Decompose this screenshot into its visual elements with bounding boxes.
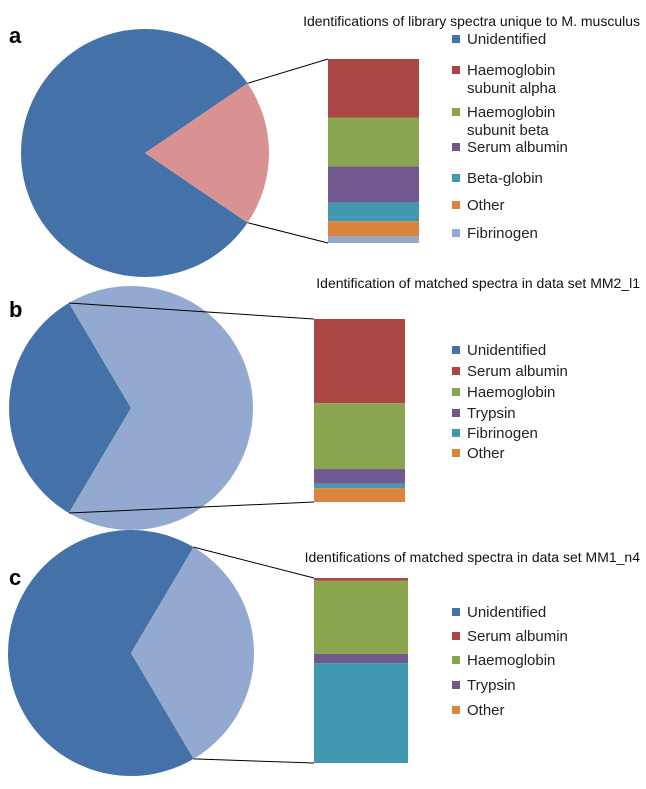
legend-label: Serum albumin [467,363,568,380]
bar-segment [328,236,419,243]
legend-label: Fibrinogen [467,425,538,442]
connector-line [68,501,315,514]
bar-segment [314,403,405,470]
pie-slice [9,302,131,514]
legend-label: subunit alpha [467,80,557,97]
legend-label: Serum albumin [467,139,568,156]
legend-label: Other [467,445,505,462]
legend-swatch [452,409,460,417]
legend-label: Beta-globin [467,170,543,187]
bar-segment [328,221,419,237]
connector-line [247,58,329,84]
bar-segment [328,166,419,203]
bar-segment [328,59,419,118]
bar-segment [314,469,405,484]
legend-label: Haemoglobin [467,62,555,79]
legend-label: Trypsin [467,677,516,694]
connector-line [68,302,315,320]
legend-swatch [452,429,460,437]
legend-label: Haemoglobin [467,652,555,669]
legend-swatch [452,706,460,714]
legend-label: Unidentified [467,31,546,48]
panel-a: a Identifications of library spectra uniq… [9,13,640,278]
legend-swatch [452,108,460,116]
legend-swatch [452,681,460,689]
legend-swatch [452,35,460,43]
pie-slice [68,285,254,530]
panel-title: Identification of matched spectra in dat… [316,275,640,291]
pie-slice [21,28,248,278]
bar-segment [314,663,408,763]
legend-swatch [452,174,460,182]
legend-swatch [452,346,460,354]
legend-swatch [452,608,460,616]
bar-segment [314,483,405,489]
panel-c: c Identifications of matched spectra in d… [8,530,640,776]
legend-label: subunit beta [467,122,549,139]
panel-title: Identifications of library spectra uniqu… [303,13,640,29]
bar-segment [314,578,408,581]
legend-label: Other [467,197,505,214]
pie-slice [131,547,255,759]
panel-letter: b [9,297,22,322]
legend-swatch [452,201,460,209]
legend-label: Other [467,702,505,719]
connector-line [193,546,315,579]
connector-line [193,758,315,764]
legend-swatch [452,632,460,640]
legend-label: Serum albumin [467,628,568,645]
panel-b: b Identification of matched spectra in da… [9,275,640,530]
legend-label: Unidentified [467,604,546,621]
legend-swatch [452,143,460,151]
pie-slice [8,530,194,776]
bar-segment [328,202,419,222]
pie-slice [145,83,270,223]
legend-label: Trypsin [467,405,516,422]
bar-segment [314,580,408,654]
legend-swatch [452,656,460,664]
bar-segment [314,653,408,664]
panel-letter: c [9,565,21,590]
legend-swatch [452,229,460,237]
bar-segment [314,319,405,404]
legend-swatch [452,449,460,457]
connector-line [247,222,329,244]
legend-label: Unidentified [467,342,546,359]
legend-label: Haemoglobin [467,104,555,121]
bar-segment [314,488,405,502]
panel-title: Identifications of matched spectra in da… [305,549,641,565]
legend-label: Haemoglobin [467,384,555,401]
bar-segment [328,117,419,167]
legend-swatch [452,367,460,375]
legend-label: Fibrinogen [467,225,538,242]
legend-swatch [452,66,460,74]
panel-letter: a [9,23,22,48]
legend-swatch [452,388,460,396]
